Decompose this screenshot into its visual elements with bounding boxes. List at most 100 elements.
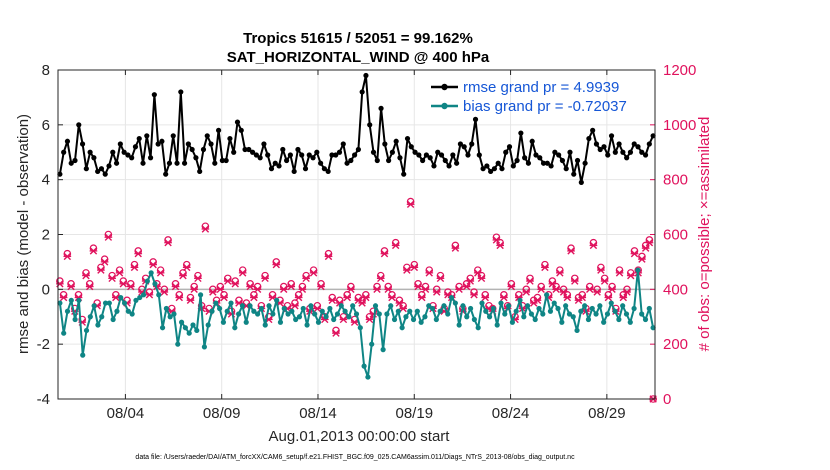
rmse-series-point [178,89,184,95]
bias-series-point [388,303,394,309]
bias-series-point [274,297,280,303]
bias-series-point [308,303,314,309]
obs-assimilated-point [496,241,504,250]
rmse-series-point [314,149,320,155]
rmse-series-point [61,149,67,155]
rmse-series-point [522,155,528,161]
bias-series-point [646,305,652,312]
rmse-series-point [650,133,656,139]
bias-series-point [217,305,223,312]
y-right-tick-label: 200 [663,336,688,353]
rmse-series-point [431,163,437,169]
obs-assimilated-point [455,285,463,294]
obs-assimilated-point [432,288,441,296]
bias-series-point [346,314,352,320]
obs-assimilated-point [410,263,419,272]
rmse-series-point [185,141,191,147]
obs-assimilated-point [604,293,613,302]
rmse-series-point [136,135,142,142]
rmse-series-point [265,152,271,158]
bias-series-point [414,308,420,314]
bias-series-point [64,308,71,314]
y-axis-right-label: # of obs: o=possible; ×=assimilated [696,117,713,352]
obs-assimilated-point [56,280,64,288]
bias-series-point [532,316,538,323]
obs-assimilated-point [570,277,579,285]
rmse-series-point [227,135,233,142]
rmse-series-point [544,160,550,166]
obs-assimilated-point [619,293,628,302]
rmse-series-point [321,166,327,172]
rmse-series-point [461,144,467,150]
bias-series-point [464,314,470,320]
obs-assimilated-point [462,282,471,291]
bias-series-point [266,303,272,309]
obs-assimilated-point [556,269,564,277]
bias-series-point [327,305,333,312]
rmse-series-point [367,122,373,128]
obs-assimilated-point [130,263,139,272]
obs-assimilated-point [414,282,422,291]
bias-series-point [418,319,424,325]
rmse-series-point [272,160,278,166]
rmse-series-point [302,166,309,172]
bias-series-point [467,305,474,312]
bias-series-point [186,330,192,336]
rmse-series-point [174,160,180,166]
y-right-tick-label: 400 [663,281,688,298]
rmse-series-point [635,144,641,150]
plot-area-frame [57,69,656,400]
obs-assimilated-point [194,274,202,283]
rmse-series-point [435,149,441,155]
y-right-tick-label: 0 [663,391,671,408]
legend: rmse grand pr = 4.9939 bias grand pr = -… [431,79,627,115]
bias-series-point [357,325,363,331]
bias-series-point [403,314,409,320]
obs-assimilated-point [395,299,404,307]
obs-assimilated-point [567,247,575,255]
bias-series-point [137,294,143,301]
bias-series-point [293,316,299,323]
obs-assimilated-point [563,293,572,302]
obs-assimilated-point [466,277,475,285]
rmse-series-point [476,152,482,158]
bias-series-point [601,319,607,325]
bias-series-point [80,352,86,358]
rmse-series-point [132,144,139,150]
y-left-tick-label: -4 [37,391,50,408]
obs-assimilated-point [171,282,180,291]
obs-assimilated-point [231,280,240,288]
rmse-series-point [495,160,501,166]
rmse-series-point [484,163,490,169]
rmse-series-point [404,135,411,142]
bias-series-point [152,281,158,287]
bias-series-point [148,270,154,276]
obs-assimilated-point [559,288,568,296]
rmse-series-point [325,168,331,175]
bias-series-point [631,305,637,312]
bias-series-point [209,308,215,314]
rmse-series-point [563,166,569,172]
obs-assimilated-point [182,263,191,272]
series-layer [56,72,657,403]
obs-assimilated-point [492,236,501,244]
rmse-series-point [438,152,445,158]
rmse-series-point [291,168,297,175]
rmse-series-point [231,149,237,155]
obs-assimilated-point [332,329,340,337]
bias-series-point [178,319,185,325]
bias-series-point [616,316,622,323]
bias-series-point [627,319,633,325]
rmse-series-point [642,152,649,158]
rmse-series-point [601,144,607,150]
obs-assimilated-point [291,302,299,310]
bias-series-point [551,300,557,306]
bias-series-point [319,308,325,314]
rmse-series-point [446,163,452,169]
bias-series-point [407,308,413,314]
bias-series-point [125,308,131,314]
rmse-series-point [306,152,312,158]
rmse-series-point [488,168,494,175]
rmse-series-point [586,135,592,142]
bias-series-point [106,300,112,306]
